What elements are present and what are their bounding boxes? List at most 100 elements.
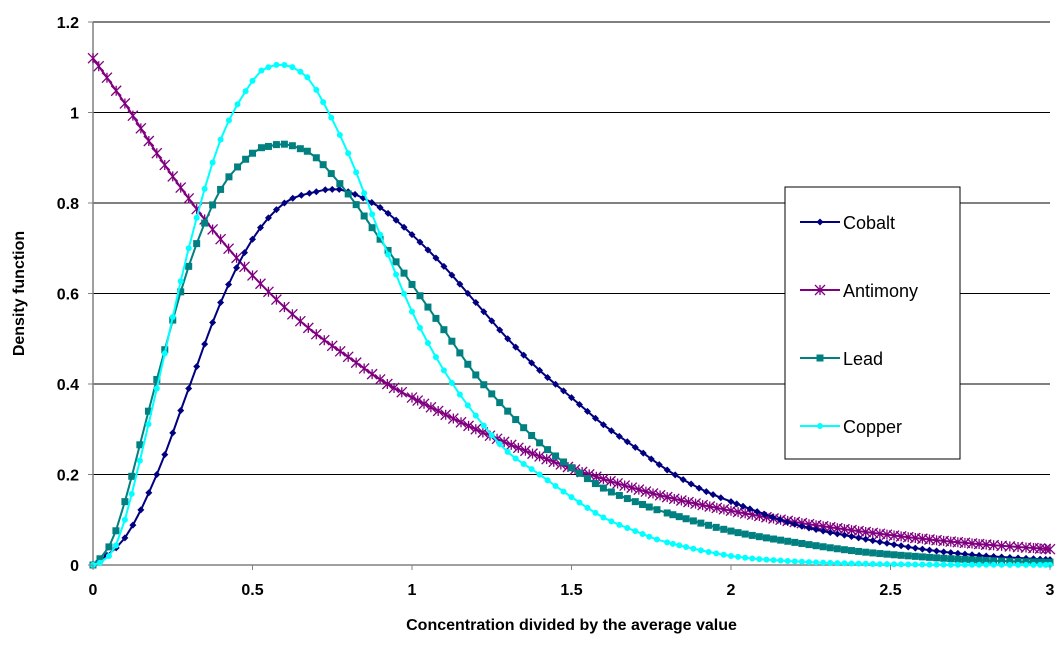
data-point <box>320 99 327 106</box>
data-point <box>883 539 891 547</box>
data-point <box>225 117 232 124</box>
data-point <box>663 509 671 517</box>
data-point <box>669 511 677 519</box>
y-tick-label: 1 <box>70 106 79 123</box>
data-point <box>1015 561 1022 568</box>
data-point <box>96 559 103 566</box>
data-point <box>890 551 898 559</box>
data-point <box>272 141 280 149</box>
data-point <box>682 515 690 523</box>
data-point <box>384 209 392 217</box>
data-point <box>770 535 778 543</box>
data-point <box>862 560 869 567</box>
data-point <box>327 170 335 178</box>
data-point <box>876 538 884 546</box>
data-point <box>805 559 812 566</box>
data-point <box>504 335 512 343</box>
data-point <box>432 314 440 322</box>
data-point <box>664 539 671 546</box>
data-point <box>746 505 754 513</box>
data-point <box>623 495 631 503</box>
data-point <box>448 379 455 386</box>
data-point <box>512 455 519 462</box>
data-point <box>112 527 120 535</box>
y-tick-label: 0 <box>70 558 79 575</box>
data-point <box>552 482 559 489</box>
data-point <box>185 385 193 393</box>
data-point <box>762 534 770 542</box>
data-point <box>583 475 591 483</box>
data-point <box>728 552 734 559</box>
data-point <box>876 561 883 568</box>
data-point <box>717 494 725 502</box>
legend-marker <box>816 218 824 226</box>
x-axis-title: Concentration divided by the average val… <box>406 617 737 634</box>
data-point <box>560 387 568 395</box>
data-point <box>416 324 423 331</box>
data-point <box>305 189 313 197</box>
data-point <box>128 490 135 497</box>
data-point <box>933 547 941 555</box>
data-point <box>904 543 912 551</box>
data-point <box>560 488 567 495</box>
gridlines <box>93 21 1050 566</box>
data-point <box>727 498 735 506</box>
y-tick-label: 0.2 <box>57 468 79 485</box>
data-point <box>193 240 201 248</box>
data-point <box>897 542 905 550</box>
data-point <box>249 77 256 84</box>
data-point <box>820 559 827 566</box>
data-point <box>607 427 615 435</box>
data-point <box>904 552 912 560</box>
data-point <box>249 235 256 243</box>
data-point <box>669 540 676 547</box>
data-point <box>418 398 430 410</box>
data-point <box>697 499 709 511</box>
data-point <box>961 561 968 568</box>
data-point <box>918 545 926 553</box>
data-point <box>826 528 834 536</box>
data-point <box>1023 561 1030 568</box>
data-point <box>733 500 741 508</box>
data-point <box>975 556 983 564</box>
data-point <box>954 549 962 557</box>
data-point <box>605 475 616 487</box>
x-axis-tick-labels: 0 0.5 1 1.5 2 2.5 3 <box>89 565 1055 599</box>
data-point <box>512 343 520 351</box>
data-point <box>304 74 311 81</box>
data-point <box>520 424 528 432</box>
data-point <box>1042 561 1049 568</box>
data-point <box>424 303 432 311</box>
data-point <box>528 466 535 473</box>
data-point <box>646 533 653 540</box>
data-point <box>456 280 464 288</box>
data-point <box>827 559 834 566</box>
data-point <box>342 351 354 363</box>
data-point <box>321 186 329 194</box>
data-point <box>826 544 834 552</box>
x-tick-label: 2.5 <box>879 582 901 599</box>
data-point <box>121 516 128 523</box>
data-point <box>898 561 905 568</box>
data-point <box>488 390 496 398</box>
data-point <box>954 555 962 563</box>
x-tick-label: 1 <box>408 582 417 599</box>
data-point <box>639 530 646 537</box>
data-point <box>697 547 704 554</box>
data-point <box>110 85 122 97</box>
data-point <box>940 548 948 556</box>
data-point <box>528 359 536 367</box>
x-tick-label: 0.5 <box>241 582 263 599</box>
data-point <box>183 193 195 204</box>
data-point <box>273 61 280 68</box>
data-point <box>119 97 131 109</box>
data-point <box>720 551 727 558</box>
data-point <box>813 559 820 566</box>
legend-item-antimony: Antimony <box>800 281 918 301</box>
data-point <box>653 506 661 514</box>
data-point <box>369 211 376 218</box>
data-point <box>272 206 280 214</box>
data-point <box>575 400 583 408</box>
data-point <box>93 60 105 72</box>
legend-item-copper: Copper <box>800 417 902 437</box>
